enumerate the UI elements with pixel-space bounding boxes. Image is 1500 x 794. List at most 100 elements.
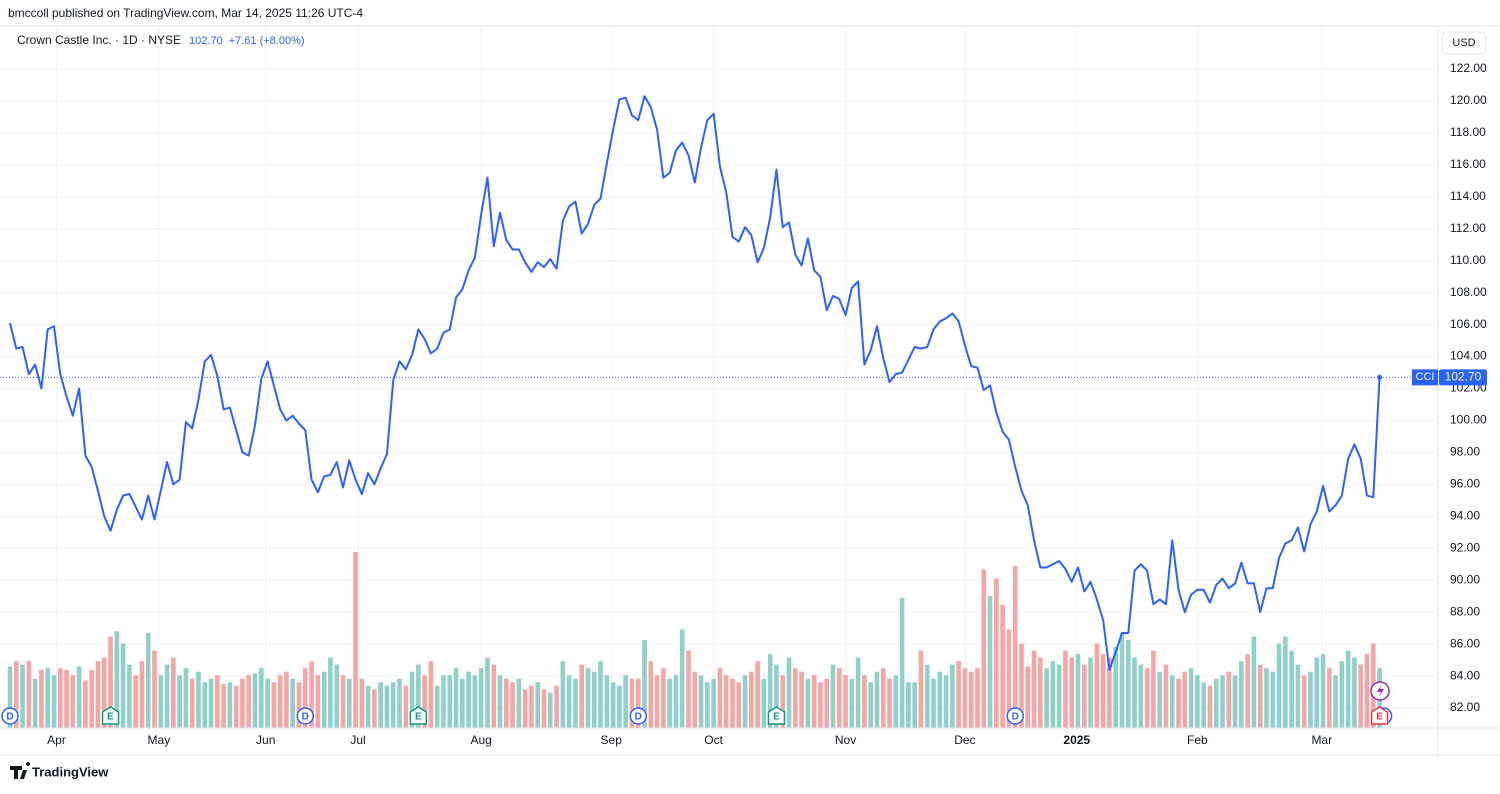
volume-bar [114,631,120,728]
event-marker [1006,707,1024,725]
legend-change: +7.61 (+8.00%) [229,35,305,47]
volume-bar [133,675,138,728]
volume-bar [793,668,798,728]
volume-bar [981,569,987,728]
volume-bar [579,664,585,728]
volume-bar [598,661,603,728]
volume-bar [1063,650,1068,728]
volume-bar [296,682,302,728]
volume-bar [277,675,283,728]
volume-bar [516,678,522,728]
volume-bar [975,668,980,728]
volume-bar [246,675,252,728]
currency[interactable]: USD [1452,37,1475,49]
y-tick-label: 112.00 [1450,221,1486,235]
volume-bar [39,669,44,728]
x-tick-label: Jun [256,733,275,747]
volume-bar [284,671,289,728]
volume-bar [497,675,503,728]
volume-bar [573,678,578,728]
volume-bar [340,675,346,728]
volume-bar [321,671,327,728]
volume-bar [397,678,402,728]
volume-bar [849,678,855,728]
volume-bar [1320,654,1326,728]
event-marker [296,707,315,725]
y-tick-label: 96.00 [1450,477,1480,491]
volume-bar [466,671,471,728]
volume-bar [705,682,710,728]
volume-bar [1006,629,1012,728]
volume-bar [233,685,239,728]
volume-bar [265,678,270,728]
volume-bar [202,682,208,728]
y-tick-label: 84.00 [1450,668,1480,682]
volume-bar [805,678,811,728]
event-label: E [1376,712,1383,723]
volume-bar [937,671,943,728]
currency-box[interactable] [1441,31,1487,55]
volume-bar [390,682,396,728]
volume-bar [416,664,421,728]
volume-bar [1188,668,1194,728]
volume-bar [89,669,94,728]
volume-bar [510,682,515,728]
volume-bar [686,650,691,728]
volume-bar [101,657,107,728]
volume-bar [177,675,182,728]
event-marker [1,707,19,725]
volume-bar [453,668,459,728]
volume-bar [673,675,679,728]
volume-bar [139,661,145,728]
volume-bar [811,675,817,728]
volume-bar [1069,657,1075,728]
volume-bar [868,682,873,728]
volume-bar [736,682,742,728]
volume-bar [786,657,792,728]
volume-bar [780,675,786,728]
volume-bar [1251,636,1257,728]
logo [10,762,31,779]
volume-bar [654,675,660,728]
volume-bar [761,678,767,728]
volume-bar [824,678,830,728]
volume-bar [504,678,509,728]
volume-bar [1239,661,1244,728]
x-tick-label: Nov [835,733,856,747]
volume-bar [1056,664,1062,728]
y-tick-label: 82.00 [1450,700,1480,714]
volume-bar [271,682,277,728]
x-tick-label: 2025 [1063,733,1090,747]
volume-bar [152,650,157,728]
volume-bar [1044,668,1049,728]
volume-bar [642,640,647,728]
y-tick-label: 100.00 [1450,413,1487,427]
volume-bar [629,678,635,728]
volume-bar [742,675,748,728]
volume-bar [485,657,490,728]
volume-bar [240,678,245,728]
volume-bar [13,661,19,728]
volume-bar [661,668,666,728]
volume-bar [1201,682,1206,728]
x-tick-label: Aug [471,733,492,747]
volume-bar [1301,675,1307,728]
last-point [1377,374,1383,380]
volume-bar [70,675,76,728]
y-tick-label: 90.00 [1450,572,1480,586]
volume-bar [409,671,415,728]
y-tick-label: 110.00 [1450,253,1486,267]
volume-bar [880,668,886,728]
volume-bar [45,668,50,728]
volume-bar [994,578,999,728]
y-tick-label: 98.00 [1450,445,1480,459]
volume-bar [1195,675,1200,728]
volume-bar [1138,664,1144,728]
volume-bar [585,668,591,728]
volume-bar [1031,650,1037,728]
event-marker [629,707,647,725]
volume-bar [208,678,214,728]
volume-bar [83,680,88,728]
volume-bar [617,685,622,728]
volume-bar [1157,671,1162,728]
